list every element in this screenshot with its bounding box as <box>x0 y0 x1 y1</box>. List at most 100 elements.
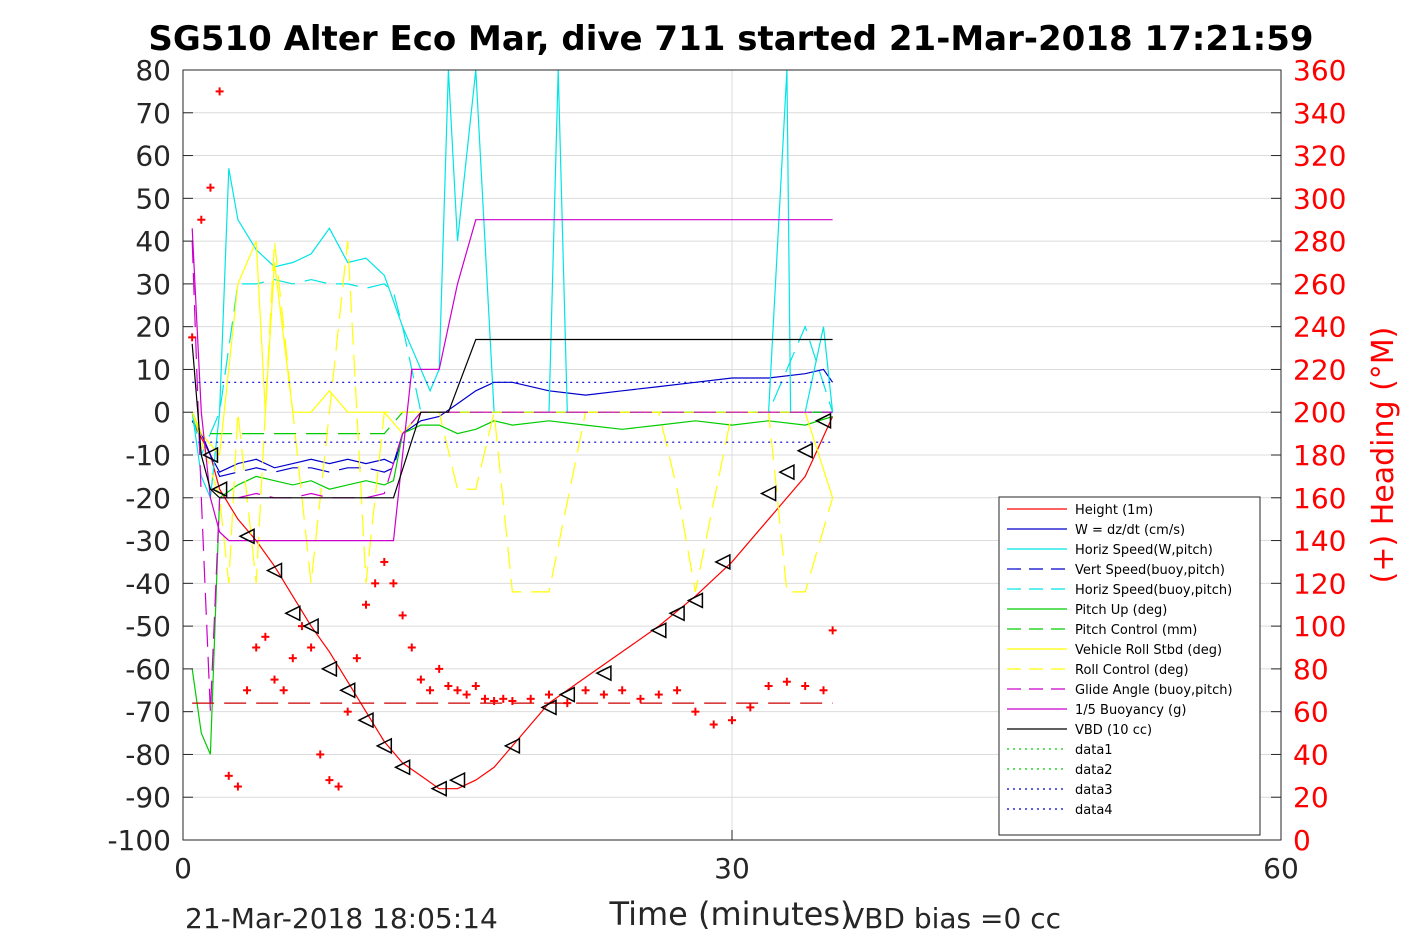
right-tick-label: 280 <box>1293 225 1346 258</box>
right-tick-label: 120 <box>1293 567 1346 600</box>
dive-marker <box>284 605 301 622</box>
dive-marker <box>265 562 283 579</box>
x-tick-label: 0 <box>174 852 192 885</box>
right-tick-label: 180 <box>1293 439 1346 472</box>
dive-marker <box>686 592 704 609</box>
heading-point <box>545 690 553 699</box>
left-tick-label: 60 <box>135 140 171 173</box>
heading-point <box>471 682 480 690</box>
heading-point <box>398 611 407 620</box>
right-tick-label: 40 <box>1293 738 1329 771</box>
dive-marker <box>759 485 777 502</box>
legend-label: Pitch Up (deg) <box>1075 603 1167 618</box>
heading-point <box>279 686 288 695</box>
left-tick-label: 30 <box>135 268 171 301</box>
right-tick-label: 340 <box>1293 97 1346 130</box>
series-line-9 <box>191 241 833 712</box>
heading-point <box>233 782 242 791</box>
plot-area <box>188 69 837 797</box>
heading-point <box>435 664 444 673</box>
legend-label: data3 <box>1075 783 1113 798</box>
heading-point <box>416 675 425 684</box>
heading-point <box>215 87 224 96</box>
x-tick-label: 60 <box>1263 852 1299 885</box>
dive-marker <box>540 699 557 716</box>
dive-marker <box>375 737 393 755</box>
series-line-0 <box>191 416 834 790</box>
dive-marker <box>302 617 319 635</box>
dive-marker <box>558 686 576 703</box>
left-tick-label: -70 <box>125 696 171 729</box>
legend-box <box>998 496 1261 836</box>
left-tick-label: 20 <box>135 311 171 344</box>
right-tick-label: 320 <box>1293 140 1346 173</box>
right-tick-label: 220 <box>1293 353 1346 386</box>
left-axis: 80 70 60 50 40 30 20 10 0 -10 -20 -30 -40 -50 -60 -70 -8… <box>107 54 193 857</box>
heading-point <box>334 782 343 791</box>
legend-label: VBD (10 cc) <box>1075 723 1152 738</box>
left-tick-label: -80 <box>125 738 171 771</box>
legend: Height (1m) W = dz/dt (cm/s) Horiz Speed(W… <box>998 496 1261 836</box>
dive-marker <box>650 622 667 639</box>
series-line-8 <box>191 241 834 593</box>
series-line-10 <box>191 219 833 542</box>
footer-vbd-bias: VBD bias =0 cc <box>845 902 1061 935</box>
dive-marker <box>714 553 731 571</box>
dive-marker <box>778 463 795 481</box>
heading-point <box>480 694 489 703</box>
legend-label: data1 <box>1075 743 1113 758</box>
left-tick-label: 70 <box>135 97 171 130</box>
legend-label: Glide Angle (buoy,pitch) <box>1075 683 1233 698</box>
left-tick-label: -60 <box>125 653 171 686</box>
heading-point <box>581 686 590 695</box>
heading-point <box>307 643 316 652</box>
heading-point <box>782 677 791 686</box>
heading-point <box>728 716 736 725</box>
heading-point <box>526 694 535 703</box>
right-tick-label: 80 <box>1293 653 1329 686</box>
left-tick-label: 0 <box>153 396 171 429</box>
left-tick-label: -20 <box>125 482 171 515</box>
left-tick-label: 40 <box>135 225 171 258</box>
legend-label: data2 <box>1075 763 1113 778</box>
footer-date: 21-Mar-2018 18:05:14 <box>185 902 498 935</box>
heading-point <box>444 682 453 690</box>
x-tick-label: 30 <box>714 852 750 885</box>
left-tick-label: 80 <box>135 54 171 87</box>
heading-point <box>224 771 233 780</box>
heading-point <box>563 699 572 708</box>
dive-marker <box>357 712 374 729</box>
legend-label: Horiz Speed(buoy,pitch) <box>1075 583 1232 598</box>
heading-point <box>453 686 462 695</box>
heading-point <box>288 654 297 663</box>
legend-label: 1/5 Buoyancy (g) <box>1075 703 1186 718</box>
series-line-11 <box>191 338 833 499</box>
right-tick-label: 140 <box>1293 525 1346 558</box>
heading-point <box>599 690 608 699</box>
heading-point <box>206 183 215 192</box>
dive-marker <box>430 780 447 797</box>
heading-point <box>746 703 755 712</box>
left-tick-label: -90 <box>125 781 171 814</box>
heading-point <box>673 686 682 695</box>
dive-marker <box>339 682 356 699</box>
heading-point <box>801 682 810 690</box>
heading-point <box>188 333 197 342</box>
right-axis-label: (+) Heading (°M) <box>1366 327 1401 584</box>
heading-point <box>252 643 261 652</box>
heading-point <box>371 579 380 588</box>
left-tick-label: 50 <box>135 182 171 215</box>
legend-label: Horiz Speed(W,pitch) <box>1075 543 1213 558</box>
legend-label: Roll Control (deg) <box>1075 663 1189 678</box>
right-tick-label: 300 <box>1293 182 1346 215</box>
heading-point <box>618 686 627 695</box>
left-tick-label: -100 <box>107 824 171 857</box>
heading-point <box>828 626 837 635</box>
heading-point <box>380 557 389 566</box>
right-tick-label: 240 <box>1293 311 1346 344</box>
series-line-1 <box>191 368 834 473</box>
right-axis: 3603403203002802602402202001801601401201… <box>1271 54 1346 857</box>
right-tick-label: 60 <box>1293 696 1329 729</box>
heading-point <box>709 720 718 729</box>
heading-point <box>636 694 645 703</box>
